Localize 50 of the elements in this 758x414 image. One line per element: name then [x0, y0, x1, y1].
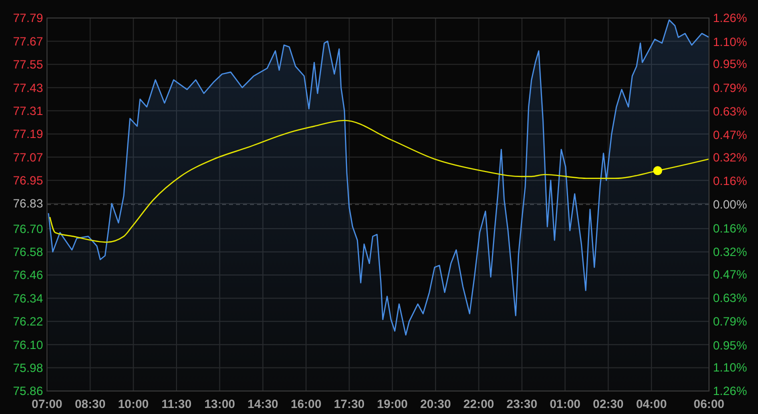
x-tick-label: 17:30 [334, 397, 365, 412]
x-tick-label: 16:00 [290, 397, 322, 412]
x-tick-label: 07:00 [32, 397, 63, 412]
y-tick-label: 76.83 [12, 196, 44, 211]
y2-tick-label: 1.10% [713, 34, 748, 49]
y2-tick-label: 0.00% [713, 198, 748, 212]
y-tick-label: 76.34 [12, 291, 44, 306]
y-tick-label: 76.22 [12, 314, 44, 329]
y2-tick-label: 1.26% [713, 384, 748, 398]
x-tick-label: 11:30 [162, 397, 192, 412]
y2-tick-label: 0.79% [713, 80, 748, 95]
y2-tick-label: 1.26% [713, 11, 748, 26]
x-tick-label: 06:00 [694, 397, 725, 412]
y-tick-label: 76.46 [12, 268, 44, 282]
y2-tick-label: 0.95% [713, 338, 748, 352]
y-tick-label: 77.31 [12, 104, 44, 118]
y2-tick-label: 0.47% [713, 267, 748, 282]
y-tick-label: 76.95 [12, 174, 44, 188]
y2-tick-label: 0.16% [713, 174, 748, 188]
y2-tick-label: 0.32% [713, 245, 748, 260]
y-tick-label: 75.98 [12, 361, 44, 376]
y-tick-label: 77.07 [12, 150, 44, 164]
y-tick-label: 75.86 [12, 384, 44, 398]
y2-tick-label: 0.16% [713, 221, 748, 236]
y-tick-label: 77.19 [12, 127, 44, 142]
x-tick-label: 10:00 [118, 397, 150, 412]
x-tick-label: 14:30 [248, 397, 279, 412]
x-tick-label: 02:30 [592, 397, 624, 412]
x-tick-label: 08:30 [74, 397, 106, 412]
x-tick-label: 01:00 [550, 397, 581, 412]
y2-tick-label: 1.10% [713, 360, 748, 375]
y-tick-label: 76.58 [12, 245, 44, 260]
y-tick-label: 76.10 [12, 338, 44, 352]
x-tick-label: 19:00 [377, 397, 408, 412]
y-tick-label: 77.55 [12, 58, 44, 72]
x-tick-label: 22:00 [463, 397, 494, 412]
x-tick-label: 23:30 [506, 397, 538, 412]
x-tick-label: 20:30 [420, 397, 452, 412]
y-tick-label: 77.79 [12, 11, 44, 26]
y2-tick-label: 0.63% [713, 104, 748, 118]
y-tick-label: 77.67 [12, 34, 44, 48]
y2-tick-label: 0.79% [713, 314, 748, 329]
y-tick-label: 76.70 [12, 222, 44, 236]
y-tick-label: 77.43 [12, 80, 44, 95]
y2-tick-label: 0.32% [713, 150, 748, 164]
x-tick-label: 13:00 [204, 397, 236, 412]
y2-tick-label: 0.95% [713, 57, 748, 72]
y2-tick-label: 0.47% [713, 128, 748, 142]
x-tick-label: 04:00 [636, 397, 668, 412]
y2-tick-label: 0.63% [713, 290, 748, 305]
